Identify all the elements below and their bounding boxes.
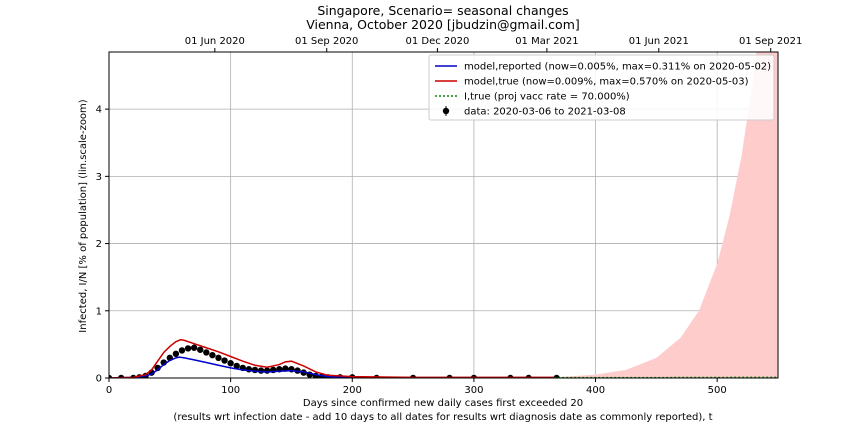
plot-area: 0 100 200 300 400 500 0 1 2 3 4 01 Jun 2020 01 Sep 2… (96, 36, 803, 396)
x-tick-label: 100 (221, 385, 240, 396)
data-point (263, 367, 271, 374)
data-point (178, 347, 186, 354)
x-axis-label-line2: (results wrt infection date - add 10 day… (173, 412, 712, 423)
x-tick-label: 200 (343, 385, 362, 396)
top-tick-label: 01 Dec 2020 (405, 36, 469, 47)
legend-box (428, 54, 775, 121)
legend-label: I,true (proj vacc rate = 70.000%) (464, 92, 630, 103)
chart-title-line2: Vienna, October 2020 [jbudzin@gmail.com] (306, 17, 580, 32)
data-point (215, 354, 222, 362)
x-axis-label-line1: Days since confirmed new daily cases fir… (303, 398, 583, 409)
series-line (109, 338, 555, 378)
legend-label: model,reported (now=0.005%, max=0.311% o… (464, 62, 771, 73)
plot-content (109, 52, 778, 378)
y-axis-label: Infected, I/N [% of population] (lin.sca… (78, 99, 89, 332)
y-tick-label: 0 (96, 374, 102, 385)
data-point (203, 349, 210, 356)
top-tick-label: 01 Jun 2020 (185, 36, 245, 47)
projection-band (554, 52, 778, 378)
top-tick-label: 01 Mar 2021 (515, 36, 578, 47)
data-point (251, 366, 259, 374)
top-tick-label: 01 Sep 2021 (739, 36, 802, 47)
y-tick-label: 2 (96, 239, 102, 250)
x-tick-label: 400 (586, 385, 605, 396)
plot-frame (108, 51, 779, 379)
data-point (233, 362, 240, 370)
data-point (257, 367, 265, 374)
data-point (197, 346, 204, 353)
series-line (109, 356, 555, 378)
y-tick-label: 3 (96, 172, 102, 183)
data-point (209, 351, 216, 359)
data-point (227, 360, 234, 367)
x-tick-label: 500 (708, 385, 727, 396)
data-point (184, 345, 192, 352)
legend-label: model,true (now=0.009%, max=0.570% on 20… (464, 77, 749, 88)
data-point (172, 350, 180, 358)
chart-title-line1: Singapore, Scenario= seasonal changes (317, 3, 568, 18)
top-tick-label: 01 Jun 2021 (629, 36, 689, 47)
data-point (221, 357, 228, 364)
top-tick-label: 01 Sep 2020 (295, 36, 358, 47)
y-tick-label: 4 (96, 105, 102, 116)
data-point (190, 344, 198, 351)
legend-label: data: 2020-03-06 to 2021-03-08 (464, 107, 626, 118)
legend-marker (442, 107, 450, 115)
y-tick-label: 1 (96, 306, 102, 317)
x-tick-label: 300 (464, 385, 483, 396)
x-tick-label: 0 (106, 385, 112, 396)
